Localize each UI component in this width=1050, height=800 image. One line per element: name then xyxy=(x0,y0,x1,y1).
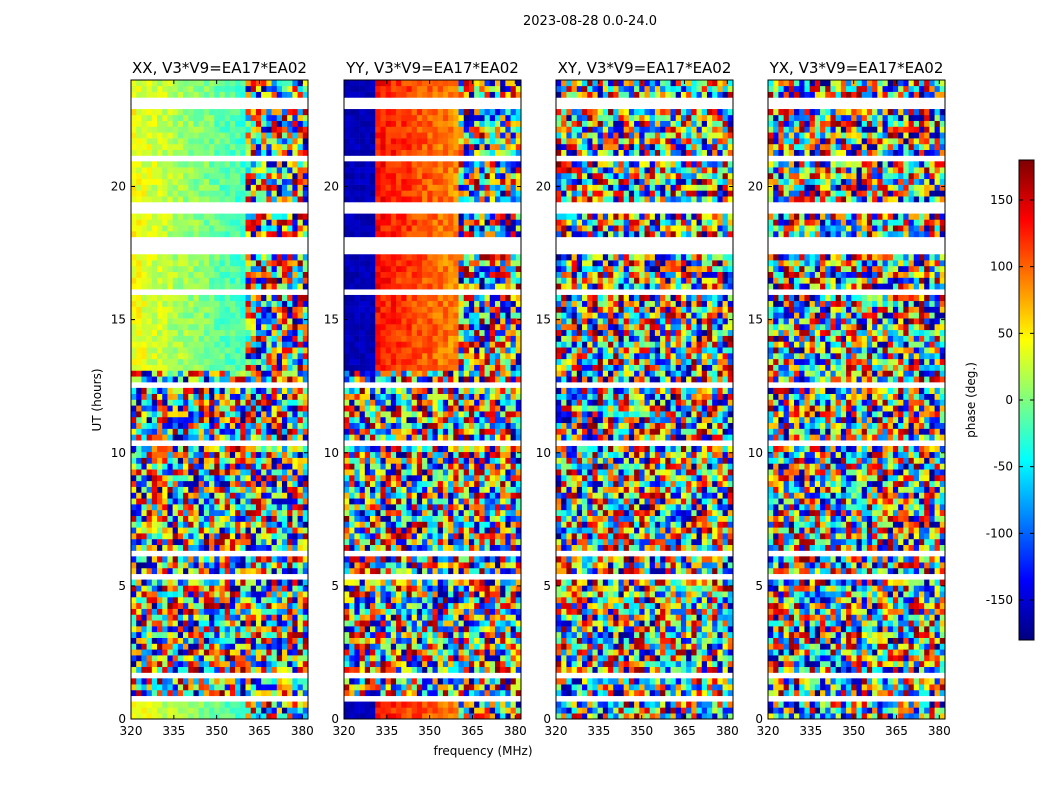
y-tick-label: 20 xyxy=(111,180,126,194)
panel-3: XY, V3*V9=EA17*EA02 320 335 350 365 380 0 5 10 15… xyxy=(536,59,739,738)
colorbar-tick-label: 50 xyxy=(998,326,1013,340)
x-tick-label: 320 xyxy=(333,724,356,738)
x-tick-label: 365 xyxy=(461,724,484,738)
y-tick-label: 20 xyxy=(536,180,551,194)
x-tick-label: 380 xyxy=(504,724,527,738)
x-tick-label: 380 xyxy=(291,724,314,738)
panel-frame xyxy=(555,79,734,720)
colorbar-tick-label: -50 xyxy=(993,460,1013,474)
x-tick-label: 320 xyxy=(120,724,143,738)
y-tick-label: 5 xyxy=(755,579,763,593)
y-tick-label: 15 xyxy=(536,313,551,327)
x-tick-label: 365 xyxy=(885,724,908,738)
panel-title: YY, V3*V9=EA17*EA02 xyxy=(345,59,519,77)
panel-1: XX, V3*V9=EA17*EA02 320 335 350 365 380 0 5 10 15… xyxy=(111,59,314,738)
colorbar-tick-label: 0 xyxy=(1005,393,1013,407)
panel-frame xyxy=(343,79,522,720)
colorbar-label: phase (deg.) xyxy=(964,362,978,438)
y-tick-label: 10 xyxy=(111,446,126,460)
phase-waterfall-image xyxy=(556,80,734,720)
y-tick-label: 5 xyxy=(543,579,551,593)
x-tick-label: 320 xyxy=(545,724,568,738)
colorbar-tick-label: -100 xyxy=(986,526,1013,540)
y-tick-label: 10 xyxy=(748,446,763,460)
x-tick-label: 350 xyxy=(842,724,865,738)
y-tick-label: 10 xyxy=(324,446,339,460)
y-tick-label: 10 xyxy=(536,446,551,460)
y-tick-label: 20 xyxy=(324,180,339,194)
y-tick-label: 5 xyxy=(118,579,126,593)
panel-4: YX, V3*V9=EA17*EA02 320 335 350 365 380 0 5 10 15… xyxy=(748,59,951,738)
x-tick-label: 365 xyxy=(673,724,696,738)
x-tick-label: 335 xyxy=(587,724,610,738)
x-tick-label: 320 xyxy=(757,724,780,738)
panel-title: YX, V3*V9=EA17*EA02 xyxy=(769,59,944,77)
y-tick-label: 0 xyxy=(331,712,339,726)
figure-title: 2023-08-28 0.0-24.0 xyxy=(523,14,657,29)
x-tick-label: 350 xyxy=(205,724,228,738)
colorbar-tick-label: 150 xyxy=(990,193,1013,207)
panel-title: XX, V3*V9=EA17*EA02 xyxy=(132,59,307,77)
panel-frame xyxy=(767,79,946,720)
y-tick-label: 15 xyxy=(111,313,126,327)
y-tick-label: 15 xyxy=(324,313,339,327)
panel-2: YY, V3*V9=EA17*EA02 320 335 350 365 380 0 5 10 15… xyxy=(324,59,527,738)
x-tick-label: 335 xyxy=(162,724,185,738)
y-tick-label: 0 xyxy=(118,712,126,726)
y-tick-label: 0 xyxy=(755,712,763,726)
phase-waterfall-image xyxy=(344,80,522,720)
colorbar-tick-label: 100 xyxy=(990,260,1013,274)
panel-title: XY, V3*V9=EA17*EA02 xyxy=(558,59,732,77)
y-tick-label: 5 xyxy=(331,579,339,593)
y-tick-label: 15 xyxy=(748,313,763,327)
x-axis-label: frequency (MHz) xyxy=(433,744,532,758)
y-tick-label: 0 xyxy=(543,712,551,726)
x-tick-label: 380 xyxy=(928,724,951,738)
colorbar-tick-label: -150 xyxy=(986,593,1013,607)
phase-waterfall-image xyxy=(131,80,309,720)
phase-waterfall-image xyxy=(768,80,946,720)
x-tick-label: 365 xyxy=(248,724,271,738)
y-axis-label: UT (hours) xyxy=(90,368,104,431)
y-tick-label: 20 xyxy=(748,180,763,194)
x-tick-label: 335 xyxy=(799,724,822,738)
colorbar: 150 100 50 0 -50 -100 -150 phase (deg.) xyxy=(964,159,1035,641)
x-tick-label: 335 xyxy=(375,724,398,738)
panel-frame xyxy=(130,79,309,720)
x-tick-label: 350 xyxy=(418,724,441,738)
x-tick-label: 380 xyxy=(716,724,739,738)
x-tick-label: 350 xyxy=(630,724,653,738)
